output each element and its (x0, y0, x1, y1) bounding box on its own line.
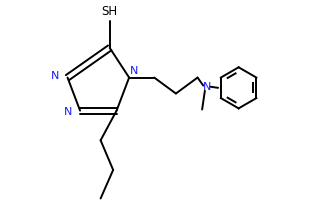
Text: N: N (64, 107, 72, 117)
Text: SH: SH (102, 5, 118, 18)
Text: N: N (130, 66, 139, 76)
Text: N: N (51, 71, 59, 81)
Text: N: N (203, 82, 211, 92)
